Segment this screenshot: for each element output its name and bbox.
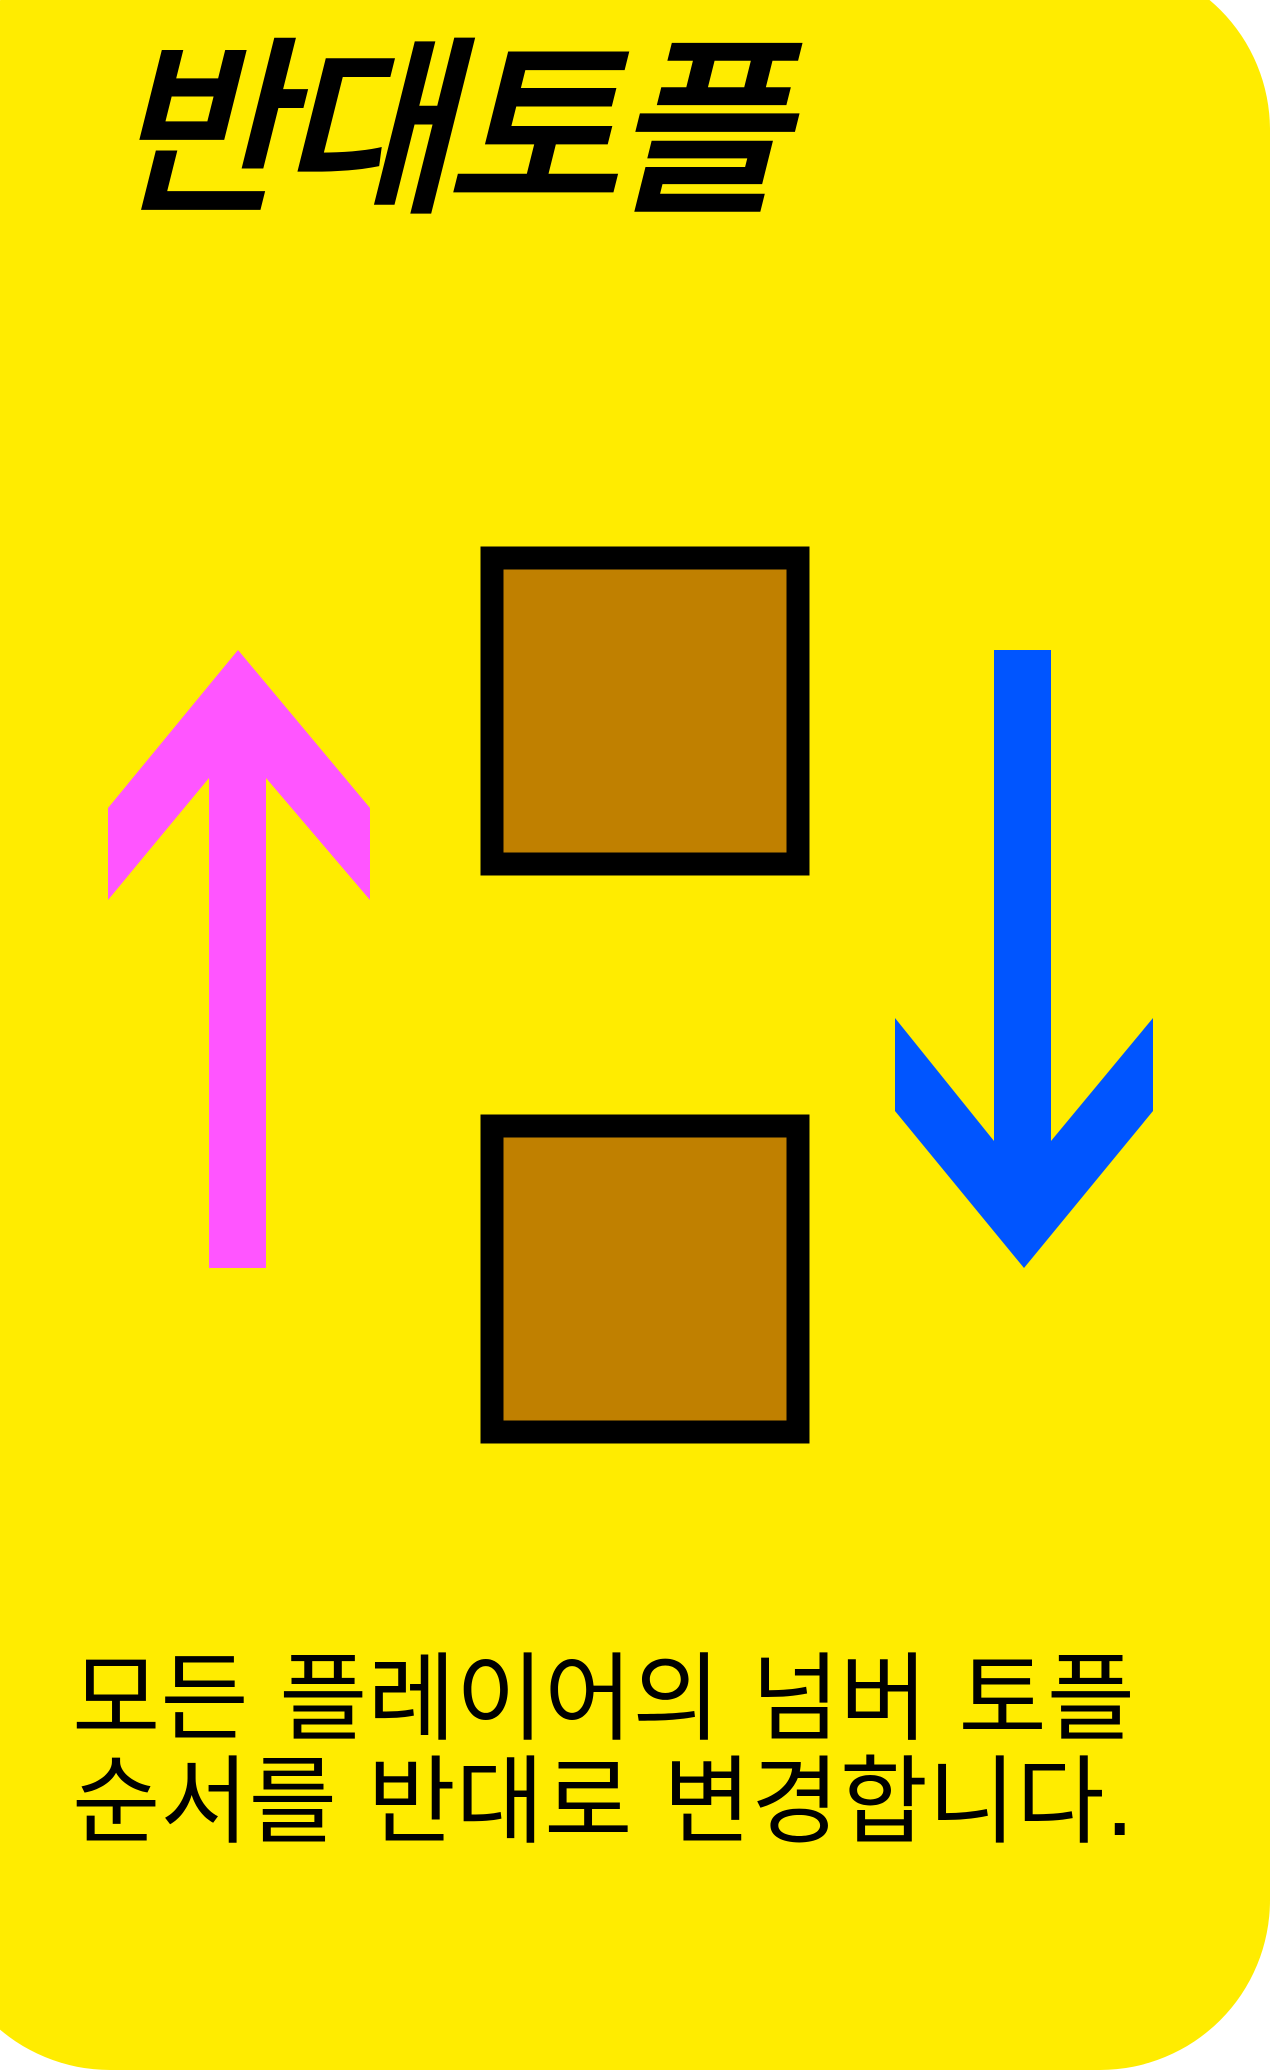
bottom-block-icon [480,1114,810,1444]
description-line-1: 모든 플레이어의 넘버 토플 [72,1643,1136,1755]
description-line-2: 순서를 반대로 변경합니다. [72,1746,1136,1858]
up-arrow-icon [108,650,370,1268]
card-title: 반대토플 [112,22,786,241]
card-description: 모든 플레이어의 넘버 토플 순서를 반대로 변경합니다. [72,1648,1222,1854]
top-block-icon [480,546,810,876]
down-arrow-icon [895,650,1153,1268]
